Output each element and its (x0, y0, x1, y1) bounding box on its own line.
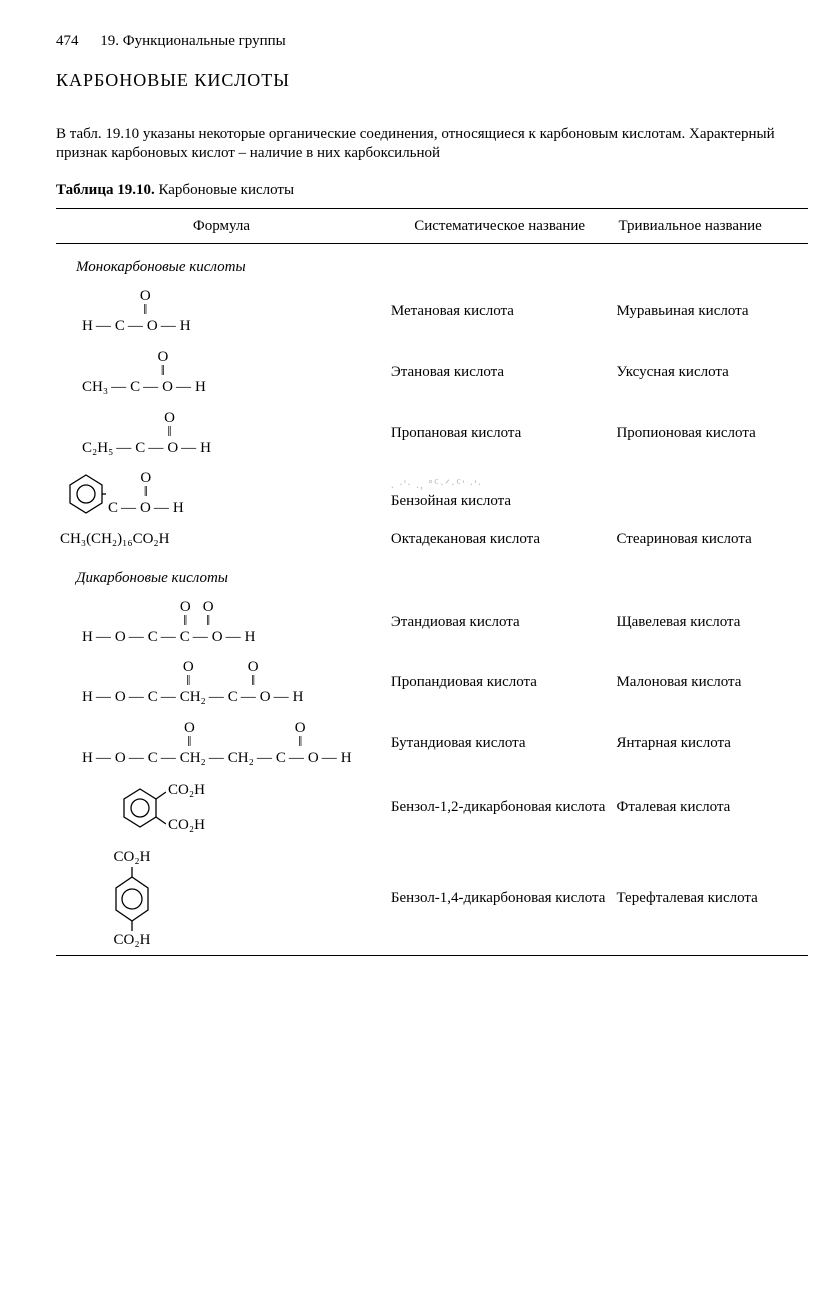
trivial-name: Уксусная кислота (612, 342, 808, 403)
table-caption-bold: Таблица 19.10. (56, 182, 155, 198)
table-row: O‖ C₂H₅ — C — O — H Пропановая кислота П… (56, 403, 808, 464)
col-formula: Формула (56, 209, 387, 244)
systematic-name: Бутандиовая кислота (387, 713, 613, 774)
table-row: O‖ O‖ H — O — C — C — O — (56, 592, 808, 653)
col-trivial: Тривиальное название (612, 209, 808, 244)
formula-cell: O‖ C₂H₅ — C — O — H (56, 403, 387, 464)
page-number: 474 (56, 32, 79, 51)
trivial-name: Стеариновая кислота (612, 524, 808, 555)
table-row: CO₂H CO₂H Бензол-1,2-дикарбоновая кислот… (56, 774, 808, 842)
structure-propionic: O‖ C₂H₅ — C — O — H (80, 409, 213, 458)
structure-malonic: O‖ O‖ H — O — C — CH₂ — C — (80, 658, 305, 707)
scan-noise: . ·'· ., ᐤᑦ·ᐟ·ᑦ' ·'· (391, 477, 609, 492)
systematic-name: . ·'· ., ᐤᑦ·ᐟ·ᑦ' ·'· Бензойная кислота (387, 463, 613, 524)
table-header-row: Формула Систематическое название Тривиал… (56, 209, 808, 244)
formula-cell: O‖ O‖ H — O — C — CH₂ — CH₂ — (56, 713, 387, 774)
benzene-ring-icon (66, 472, 106, 516)
table-row: O‖ O‖ H — O — C — CH₂ — CH₂ — (56, 713, 808, 774)
table-caption: Таблица 19.10. Карбоновые кислоты (56, 181, 808, 200)
chapter-title: 19. Функциональные группы (100, 33, 285, 49)
systematic-name: Бензол-1,2-дикарбоновая кислота (387, 774, 613, 842)
structure-acetic: O‖ CH₃ — C — O — H (80, 348, 208, 397)
benzene-ring-icon (120, 780, 166, 836)
structure-phthalic: CO₂H CO₂H (120, 780, 383, 836)
trivial-name (612, 463, 808, 524)
structure-formic: O‖ H — C — O — H (80, 287, 193, 336)
systematic-name: Метановая кислота (387, 281, 613, 342)
structure-benzoic: O‖ C — O — H (66, 469, 383, 518)
table-row: O‖ CH₃ — C — O — H Этановая кислота Уксу… (56, 342, 808, 403)
body-paragraph: В табл. 19.10 указаны некоторые органиче… (56, 125, 808, 163)
formula-cell: CH₃(CH₂)₁₆CO₂H (56, 524, 387, 555)
trivial-name: Щавелевая кислота (612, 592, 808, 653)
trivial-name: Терефталевая кислота (612, 842, 808, 956)
systematic-name: Пропандиовая кислота (387, 652, 613, 713)
formula-cell: O‖ H — C — O — H (56, 281, 387, 342)
table-caption-rest: Карбоновые кислоты (155, 182, 294, 198)
formula-cell: O‖ CH₃ — C — O — H (56, 342, 387, 403)
trivial-name: Муравьиная кислота (612, 281, 808, 342)
systematic-name: Октадекановая кислота (387, 524, 613, 555)
structure-oxalic: O‖ O‖ H — O — C — C — O — (80, 598, 257, 647)
systematic-name: Этандиовая кислота (387, 592, 613, 653)
formula-cell: O‖ C — O — H (56, 463, 387, 524)
structure-succinic: O‖ O‖ H — O — C — CH₂ — CH₂ — (80, 719, 354, 768)
formula-cell: O‖ O‖ H — O — C — C — O — (56, 592, 387, 653)
formula-cell: CO₂H CO₂H (56, 842, 387, 956)
page-header: 474 19. Функциональные группы (56, 32, 808, 51)
formula-cell: CO₂H CO₂H (56, 774, 387, 842)
structure-stearic: CH₃(CH₂)₁₆CO₂H (60, 531, 169, 547)
acids-table: Формула Систематическое название Тривиал… (56, 208, 808, 957)
table-row: O‖ O‖ H — O — C — CH₂ — C — (56, 652, 808, 713)
systematic-name: Бензол-1,4-дикарбоновая кислота (387, 842, 613, 956)
formula-cell: O‖ O‖ H — O — C — CH₂ — C — (56, 652, 387, 713)
trivial-name: Малоновая кислота (612, 652, 808, 713)
table-row: O‖ H — C — O — H Метановая кислота Мурав… (56, 281, 808, 342)
section-title: КАРБОНОВЫЕ КИСЛОТЫ (56, 69, 808, 92)
trivial-name: Пропионовая кислота (612, 403, 808, 464)
benzene-ring-icon (110, 867, 154, 931)
structure-terephthalic: CO₂H CO₂H (110, 848, 154, 950)
table-row: CH₃(CH₂)₁₆CO₂H Октадекановая кислота Сте… (56, 524, 808, 555)
table-row: O‖ C — O — H . ·'· ., ᐤᑦ·ᐟ·ᑦ' ·'· Бен (56, 463, 808, 524)
trivial-name: Фталевая кислота (612, 774, 808, 842)
subheading-di: Дикарбоновые кислоты (56, 555, 808, 592)
trivial-name: Янтарная кислота (612, 713, 808, 774)
col-systematic: Систематическое название (387, 209, 613, 244)
systematic-name: Этановая кислота (387, 342, 613, 403)
table-row: CO₂H CO₂H Бензол-1,4-дикарбоновая кислот… (56, 842, 808, 956)
systematic-name: Пропановая кислота (387, 403, 613, 464)
subheading-mono: Монокарбоновые кислоты (56, 244, 808, 281)
